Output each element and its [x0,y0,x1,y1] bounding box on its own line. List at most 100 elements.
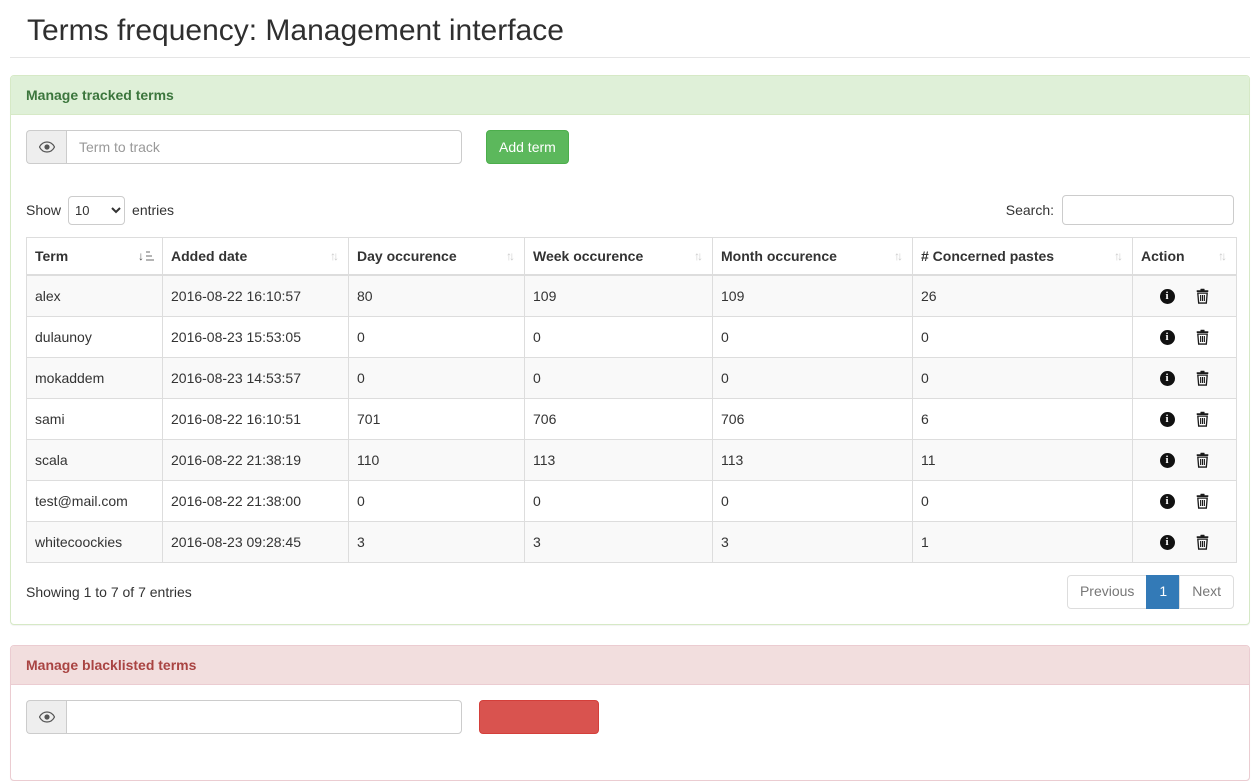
pagination-page-1-button[interactable]: 1 [1146,575,1181,609]
term-cell: mokaddem [26,357,163,399]
action-cell [1132,316,1237,358]
trash-icon[interactable] [1195,452,1210,468]
term-cell: scala [26,439,163,481]
pagination-previous-button[interactable]: Previous [1066,575,1148,609]
blacklist-term-input[interactable] [66,699,462,734]
search-control: Search: [1006,195,1234,225]
sort-icon: ↑↓ [1218,249,1227,263]
info-icon[interactable] [1159,452,1175,468]
week-occurence-cell: 706 [524,398,713,440]
pagination-next-button[interactable]: Next [1179,575,1234,609]
show-label: Show [26,202,62,218]
added-date-cell: 2016-08-23 15:53:05 [162,316,349,358]
info-icon[interactable] [1159,288,1175,304]
column-header-week-occurence[interactable]: Week occurence ↑↓ [524,237,713,276]
sort-ascending-icon: ↓ [138,249,154,263]
table-row: sami 2016-08-22 16:10:51 701 706 706 6 [26,398,1237,440]
action-cell [1132,274,1237,317]
term-cell: test@mail.com [26,480,163,522]
table-row: dulaunoy 2016-08-23 15:53:05 0 0 0 0 [26,316,1237,358]
page-length-control: Show 10 entries [26,195,175,225]
page-length-select[interactable]: 10 [68,195,126,225]
add-term-row: Add term [26,130,1234,164]
tracked-panel-heading: Manage tracked terms [11,76,1249,115]
column-header-month-occurence[interactable]: Month occurence ↑↓ [712,237,913,276]
month-occurence-cell: 0 [712,357,913,399]
add-term-button[interactable]: Add term [486,130,569,164]
trash-icon[interactable] [1195,493,1210,509]
eye-icon [26,699,66,734]
info-icon[interactable] [1159,534,1175,550]
entries-label: entries [132,202,175,218]
month-occurence-cell: 0 [712,480,913,522]
action-cell [1132,439,1237,481]
column-header-action[interactable]: Action ↑↓ [1132,237,1237,276]
trash-icon[interactable] [1195,370,1210,386]
column-header-added-date[interactable]: Added date ↑↓ [162,237,349,276]
added-date-cell: 2016-08-22 21:38:19 [162,439,349,481]
concerned-pastes-cell: 0 [912,357,1133,399]
eye-icon [26,130,66,164]
blacklist-term-button[interactable] [479,699,599,734]
sort-icon: ↑↓ [506,249,515,263]
day-occurence-cell: 110 [348,439,525,481]
info-icon[interactable] [1159,493,1175,509]
week-occurence-cell: 113 [524,439,713,481]
month-occurence-cell: 109 [712,274,913,317]
term-cell: whitecoockies [26,521,163,563]
info-icon[interactable] [1159,411,1175,427]
tracked-terms-table: Term ↓ Added date ↑↓ Day occurence ↑↓ [26,237,1237,563]
concerned-pastes-cell: 0 [912,480,1133,522]
blacklist-add-row [26,699,1234,734]
added-date-cell: 2016-08-23 09:28:45 [162,521,349,563]
month-occurence-cell: 3 [712,521,913,563]
month-occurence-cell: 0 [712,316,913,358]
datatable-controls: Show 10 entries Search: [26,195,1234,225]
day-occurence-cell: 0 [348,316,525,358]
day-occurence-cell: 701 [348,398,525,440]
week-occurence-cell: 109 [524,274,713,317]
concerned-pastes-cell: 26 [912,274,1133,317]
added-date-cell: 2016-08-22 16:10:57 [162,274,349,317]
day-occurence-cell: 3 [348,521,525,563]
term-cell: sami [26,398,163,440]
column-header-day-occurence[interactable]: Day occurence ↑↓ [348,237,525,276]
table-row: mokaddem 2016-08-23 14:53:57 0 0 0 0 [26,357,1237,399]
trash-icon[interactable] [1195,534,1210,550]
table-row: whitecoockies 2016-08-23 09:28:45 3 3 3 1 [26,521,1237,563]
search-input[interactable] [1062,195,1234,225]
blacklist-panel-heading: Manage blacklisted terms [11,645,1249,685]
action-cell [1132,357,1237,399]
term-to-track-input[interactable] [66,130,462,164]
term-cell: alex [26,274,163,317]
week-occurence-cell: 3 [524,521,713,563]
sort-icon: ↑↓ [330,249,339,263]
day-occurence-cell: 0 [348,480,525,522]
week-occurence-cell: 0 [524,480,713,522]
info-icon[interactable] [1159,370,1175,386]
sort-icon: ↑↓ [1114,249,1123,263]
concerned-pastes-cell: 11 [912,439,1133,481]
info-icon[interactable] [1159,329,1175,345]
datatable-footer: Showing 1 to 7 of 7 entries Previous 1 N… [26,575,1234,609]
added-date-cell: 2016-08-22 16:10:51 [162,398,349,440]
pagination: Previous 1 Next [1066,575,1234,609]
trash-icon[interactable] [1195,329,1210,345]
month-occurence-cell: 113 [712,439,913,481]
concerned-pastes-cell: 0 [912,316,1133,358]
table-header-row: Term ↓ Added date ↑↓ Day occurence ↑↓ [26,237,1237,276]
table-row: alex 2016-08-22 16:10:57 80 109 109 26 [26,274,1237,317]
trash-icon[interactable] [1195,288,1210,304]
added-date-cell: 2016-08-22 21:38:00 [162,480,349,522]
table-row: scala 2016-08-22 21:38:19 110 113 113 11 [26,439,1237,481]
column-header-term[interactable]: Term ↓ [26,237,163,276]
search-label: Search: [1005,202,1054,218]
week-occurence-cell: 0 [524,357,713,399]
column-header-concerned-pastes[interactable]: # Concerned pastes ↑↓ [912,237,1133,276]
trash-icon[interactable] [1195,411,1210,427]
week-occurence-cell: 0 [524,316,713,358]
term-input-group [26,130,462,164]
action-cell [1132,521,1237,563]
sort-icon: ↑↓ [894,249,903,263]
action-cell [1132,480,1237,522]
